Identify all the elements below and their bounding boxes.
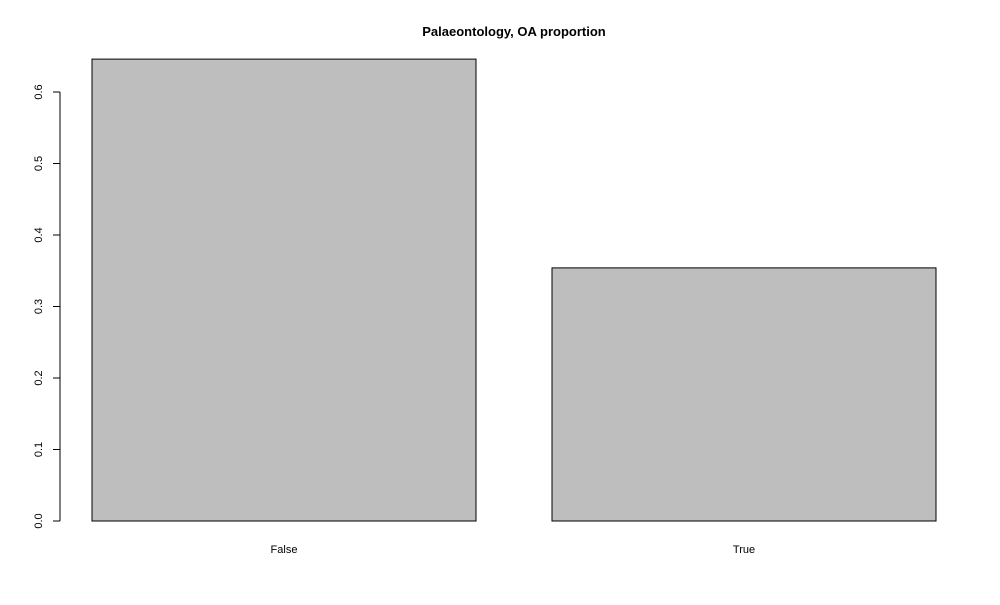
x-axis-labels: False True (271, 544, 756, 556)
x-category-label: True (733, 544, 755, 556)
x-category-label: False (271, 544, 298, 556)
bar-true (551, 267, 937, 522)
bars-layer (91, 58, 937, 522)
y-tick-label: 0.5 (33, 156, 45, 171)
y-tick-label: 0.0 (33, 513, 45, 528)
y-tick-label: 0.1 (33, 442, 45, 457)
chart-title: Palaeontology, OA proportion (422, 24, 606, 39)
y-axis: 0.0 0.1 0.2 0.3 0.4 0.5 0.6 (33, 84, 61, 529)
y-tick-label: 0.6 (33, 84, 45, 99)
y-tick-label: 0.2 (33, 370, 45, 385)
y-tick-label: 0.4 (33, 227, 45, 242)
y-tick-label: 0.3 (33, 299, 45, 314)
bar-false (91, 58, 477, 522)
